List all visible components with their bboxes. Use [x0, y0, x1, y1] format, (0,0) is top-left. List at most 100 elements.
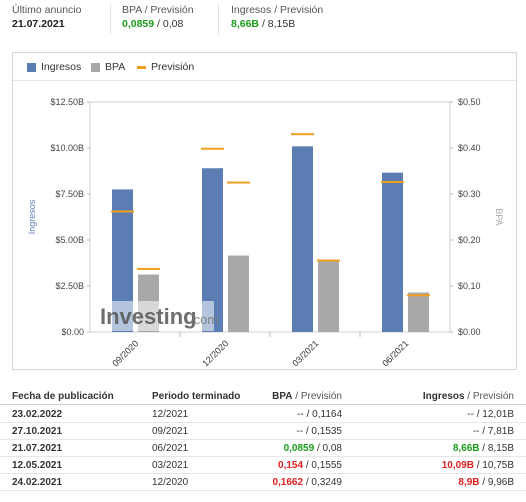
cell-period: 12/2021	[152, 409, 189, 420]
bpa-actual: 0,0859	[122, 18, 155, 30]
legend-label: Previsión	[151, 61, 195, 73]
separator: /	[303, 409, 313, 420]
revenue-forecast: 8,15B	[487, 443, 514, 454]
bpa-forecast: 0,1555	[311, 460, 342, 471]
y-tick-label: $2.50B	[55, 281, 84, 291]
bpa-forecast: 0,1164	[312, 409, 342, 420]
revenue-forecast: 7,81B	[487, 426, 514, 437]
separator: /	[303, 426, 312, 437]
y2-tick-label: $0.00	[458, 327, 481, 337]
watermark-backdrop	[92, 301, 214, 331]
y-tick-label: $12.50B	[50, 97, 84, 107]
revenue-actual: 10,09B	[441, 460, 474, 471]
eps-bar	[318, 261, 339, 332]
header-bpa-label: BPA	[272, 391, 293, 402]
bpa-forecast: 0,3249	[311, 477, 342, 488]
eps-forecast-marker	[227, 181, 250, 184]
cell-period: 06/2021	[152, 443, 189, 454]
legend-label: Ingresos	[41, 61, 82, 73]
legend-swatch	[27, 63, 36, 72]
divider	[110, 4, 111, 34]
cell-period: 03/2021	[152, 460, 189, 471]
watermark-logo: Investing	[100, 304, 197, 329]
separator: /	[473, 460, 483, 471]
y2-tick-label: $0.50	[458, 97, 481, 107]
revenue-bar	[202, 168, 223, 332]
revenue-forecast: 8,15B	[267, 18, 296, 30]
y2-tick-label: $0.30	[458, 189, 481, 199]
cell-period: 09/2021	[152, 426, 189, 437]
chart-legend: Ingresos BPA Previsión	[13, 53, 516, 81]
revenue-bar	[382, 172, 403, 332]
separator: /	[154, 18, 163, 30]
revenue-forecast-marker	[381, 181, 404, 184]
header-period: Periodo terminado	[152, 391, 241, 402]
eps-forecast-marker	[137, 267, 160, 270]
revenue-forecast: 12,01B	[482, 409, 514, 420]
eps-bar	[408, 292, 429, 332]
y-axis-label: Ingresos	[27, 199, 37, 234]
cell-bpa: -- / 0,1164	[297, 406, 342, 423]
revenue-actual: --	[472, 426, 480, 437]
cell-date: 12.05.2021	[12, 460, 63, 471]
cell-revenue: 10,09B / 10,75B	[442, 457, 514, 474]
bpa-forecast: 0,08	[162, 18, 184, 30]
bpa-actual: --	[297, 409, 304, 420]
revenue-forecast-marker	[201, 147, 224, 150]
separator: /	[303, 460, 312, 471]
legend-swatch	[137, 66, 146, 69]
table-row: 23.02.2022 12/2021 -- / 0,1164 -- / 12,01B	[0, 406, 526, 423]
header-date: Fecha de publicación	[12, 391, 114, 402]
y2-tick-label: $0.10	[458, 281, 481, 291]
revenue-forecast: 9,96B	[487, 477, 514, 488]
cell-bpa: 0,154 / 0,1555	[278, 457, 342, 474]
bpa-forecast: 0,08	[322, 443, 342, 454]
separator: /	[292, 391, 301, 402]
divider	[218, 4, 219, 34]
earnings-chart: Ingresos BPA Previsión $0.00 $2.50B $5.00B…	[12, 52, 517, 370]
last-announcement-value: 21.07.2021	[12, 18, 65, 30]
separator: /	[303, 477, 312, 488]
header-revenue-label: Ingresos	[422, 391, 465, 402]
cell-date: 24.02.2021	[12, 477, 63, 488]
last-announcement-label: Último anuncio	[12, 4, 82, 16]
separator: /	[314, 443, 323, 454]
cell-bpa: 0,1662 / 0,3249	[272, 474, 342, 491]
separator: /	[479, 443, 488, 454]
last-announcement: Último anuncio 21.07.2021	[12, 4, 81, 38]
cell-date: 23.02.2022	[12, 409, 63, 420]
bpa-actual: 0,0859	[283, 443, 315, 454]
table-row: 12.05.2021 03/2021 0,154 / 0,1555 10,09B / …	[0, 457, 526, 474]
cell-revenue: 8,66B / 8,15B	[453, 440, 514, 457]
chart-plot: $0.00 $2.50B $5.00B $7.50B $10.00B $12.50B $0.…	[27, 97, 504, 368]
legend-label: BPA	[105, 61, 126, 73]
bpa-actual: 0,1662	[272, 477, 304, 488]
revenue-forecast-marker	[291, 133, 314, 136]
revenue-bar	[292, 146, 313, 332]
y-tick-label: $0.00	[61, 327, 84, 337]
y2-axis-label: BPA	[494, 208, 504, 225]
x-tick-label: 09/2020	[110, 338, 140, 368]
revenue-bar	[112, 189, 133, 332]
cell-date: 21.07.2021	[12, 443, 63, 454]
x-tick-label: 06/2021	[380, 338, 410, 368]
x-tick-label: 03/2021	[290, 338, 320, 368]
separator: /	[479, 426, 488, 437]
revenue-actual: --	[467, 409, 474, 420]
header-revenue: Ingresos / Previsión	[423, 388, 514, 405]
y-tick-label: $5.00B	[55, 235, 84, 245]
table-header: Fecha de publicación Periodo terminado B…	[0, 388, 526, 405]
table-row: 21.07.2021 06/2021 0,0859 / 0,08 8,66B / 8,…	[0, 440, 526, 457]
separator: /	[464, 391, 473, 402]
revenue-summary: Ingresos / Previsión 8,66B / 8,15B	[231, 4, 323, 38]
header-revenue-forecast: Previsión	[472, 391, 514, 402]
y2-tick-label: $0.40	[458, 143, 481, 153]
cell-period: 12/2020	[152, 477, 189, 488]
legend-swatch	[91, 63, 100, 72]
earnings-summary: Último anuncio 21.07.2021 BPA / Previsió…	[0, 0, 526, 44]
bpa-actual: 0,154	[278, 460, 304, 471]
revenue-summary-label: Ingresos / Previsión	[231, 4, 324, 16]
cell-revenue: -- / 12,01B	[467, 406, 514, 423]
revenue-actual: 8,66B	[452, 443, 480, 454]
cell-date: 27.10.2021	[12, 426, 63, 437]
